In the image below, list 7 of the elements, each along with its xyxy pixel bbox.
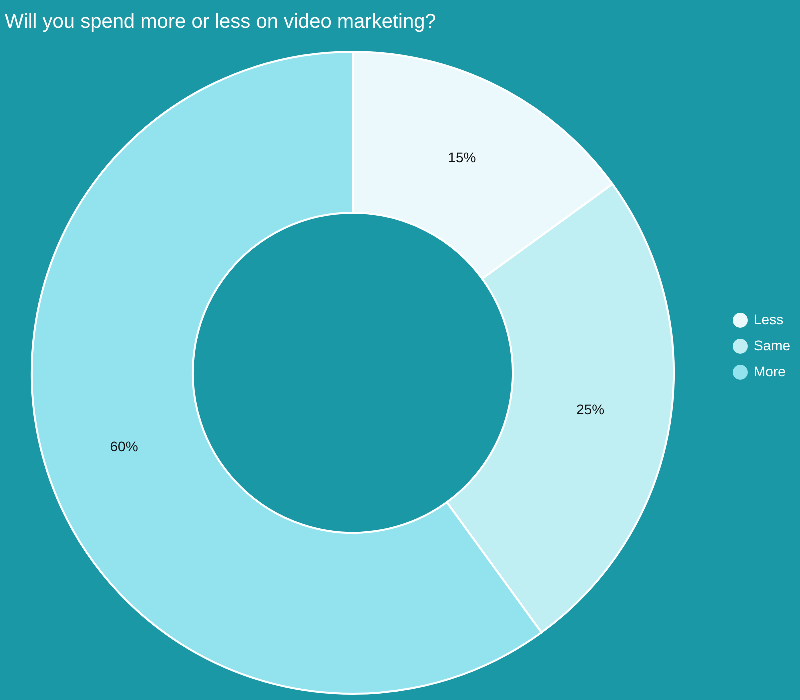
chart-title: Will you spend more or less on video marketing?: [5, 11, 436, 33]
legend-label: Less: [754, 312, 784, 328]
data-label: 25%: [576, 402, 605, 418]
legend-label: Same: [754, 338, 791, 354]
legend-label: More: [754, 364, 786, 380]
data-label: 60%: [110, 438, 138, 454]
data-label: 15%: [448, 150, 476, 166]
